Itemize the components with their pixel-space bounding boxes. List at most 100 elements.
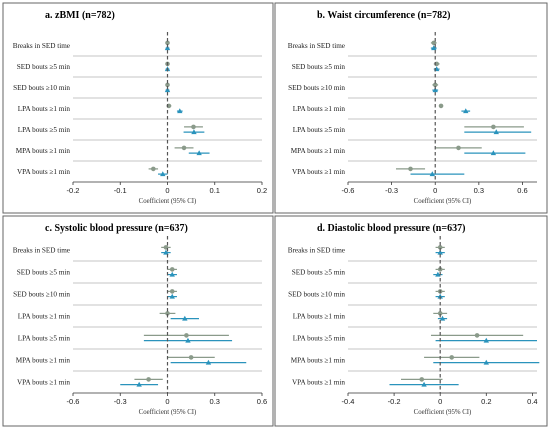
x-tick-label: -0.2 xyxy=(67,186,80,195)
panel-frame xyxy=(274,2,548,214)
x-tick-label: 0.2 xyxy=(481,397,491,406)
y-category-label: SED bouts ≥5 min xyxy=(17,63,71,71)
estimate-point xyxy=(169,271,175,277)
y-category-label: SED bouts ≥5 min xyxy=(292,269,346,277)
panel-title: a. zBMI (n=782) xyxy=(45,10,115,21)
estimate-point xyxy=(419,377,425,382)
estimate-point xyxy=(490,150,497,156)
x-tick-label: 0.4 xyxy=(527,397,537,406)
y-category-label: MPA bouts ≥1 min xyxy=(291,147,346,155)
estimate-point xyxy=(437,311,443,316)
x-tick-label: 0.2 xyxy=(257,186,267,195)
y-category-label: MPA bouts ≥1 min xyxy=(16,147,71,155)
y-category-label: VPA bouts ≥1 min xyxy=(292,379,345,387)
y-category-label: LPA bouts ≥5 min xyxy=(18,126,71,134)
x-tick-label: -0.4 xyxy=(342,397,355,406)
estimate-point xyxy=(151,166,156,172)
estimate-point xyxy=(165,82,170,88)
x-tick-label: 0 xyxy=(165,397,169,406)
y-category-label: Breaks in SED time xyxy=(13,42,70,50)
estimate-point xyxy=(196,150,202,156)
x-tick-label: 0 xyxy=(433,186,437,195)
panel-title: d. Diastolic blood pressure (n=637) xyxy=(317,223,465,234)
estimate-point xyxy=(146,377,151,382)
panel-b: b. Waist circumference (n=782) -0.6 -0.3 0 0… xyxy=(274,2,548,214)
panel-frame xyxy=(2,2,274,214)
estimate-point xyxy=(474,333,480,338)
y-category-label: LPA bouts ≥1 min xyxy=(18,313,71,321)
x-axis-label: Coefficient (95% CI) xyxy=(414,409,472,416)
estimate-point xyxy=(164,87,171,93)
panel-title: b. Waist circumference (n=782) xyxy=(317,10,450,21)
panel-a: a. zBMI (n=782) -0.2 -0.1 0 0.1 0.2 Coefficien… xyxy=(2,2,274,214)
y-category-label: SED bouts ≥5 min xyxy=(17,269,71,277)
y-category-label: SED bouts ≥10 min xyxy=(13,84,70,92)
estimate-point xyxy=(191,124,196,130)
estimate-point xyxy=(438,103,444,109)
estimate-point xyxy=(493,129,499,135)
estimate-point xyxy=(165,40,170,46)
y-category-label: LPA bouts ≥1 min xyxy=(293,313,346,321)
y-category-label: Breaks in SED time xyxy=(13,247,70,255)
estimate-point xyxy=(188,355,194,360)
x-tick-label: -0.6 xyxy=(67,397,80,406)
estimate-point xyxy=(169,293,175,299)
estimate-point xyxy=(165,311,170,316)
estimate-point xyxy=(136,381,142,387)
y-category-label: LPA bouts ≥1 min xyxy=(18,105,71,113)
y-category-label: Breaks in SED time xyxy=(288,247,345,255)
x-axis-label: Coefficient (95% CI) xyxy=(139,198,197,205)
y-category-label: LPA bouts ≥5 min xyxy=(18,335,71,343)
estimate-point xyxy=(483,359,489,365)
estimate-point xyxy=(205,359,212,365)
estimate-point xyxy=(160,171,166,177)
y-category-label: SED bouts ≥10 min xyxy=(288,291,345,299)
x-axis-label: Coefficient (95% CI) xyxy=(139,409,197,416)
estimate-point xyxy=(432,87,438,93)
y-category-label: LPA bouts ≥5 min xyxy=(293,335,346,343)
y-category-label: VPA bouts ≥1 min xyxy=(17,168,70,176)
x-tick-label: 0.1 xyxy=(210,186,220,195)
estimate-point xyxy=(191,129,197,135)
panel-d: d. Diastolic blood pressure (n=637) -0.4 -… xyxy=(274,215,548,427)
estimate-point xyxy=(437,249,443,255)
panel-title: c. Systolic blood pressure (n=637) xyxy=(45,223,188,234)
estimate-point xyxy=(408,166,413,172)
y-category-label: MPA bouts ≥1 min xyxy=(16,357,71,365)
x-tick-label: -0.6 xyxy=(342,186,355,195)
estimate-point xyxy=(435,271,441,277)
estimate-point xyxy=(429,171,436,177)
estimate-point xyxy=(185,337,191,343)
estimate-point xyxy=(439,315,446,321)
estimate-point xyxy=(177,108,183,114)
y-category-label: LPA bouts ≥5 min xyxy=(293,126,346,134)
y-category-label: Breaks in SED time xyxy=(288,42,345,50)
x-axis-label: Coefficient (95% CI) xyxy=(414,198,472,205)
estimate-point xyxy=(483,337,489,343)
x-tick-label: 0.6 xyxy=(257,397,267,406)
x-tick-label: -0.1 xyxy=(114,186,127,195)
y-category-label: SED bouts ≥5 min xyxy=(292,63,346,71)
estimate-point xyxy=(184,333,189,338)
estimate-point xyxy=(437,245,443,250)
estimate-point xyxy=(449,355,455,360)
y-category-label: SED bouts ≥10 min xyxy=(13,291,70,299)
estimate-point xyxy=(169,289,175,294)
x-tick-label: -0.3 xyxy=(385,186,398,195)
estimate-point xyxy=(432,82,438,88)
y-category-label: LPA bouts ≥1 min xyxy=(293,105,346,113)
estimate-point xyxy=(463,108,469,114)
x-tick-label: -0.3 xyxy=(114,397,127,406)
x-tick-label: 0.3 xyxy=(474,186,484,195)
panel-c: c. Systolic blood pressure (n=637) -0.6 -0… xyxy=(2,215,274,427)
estimate-point xyxy=(182,315,188,321)
x-tick-label: 0 xyxy=(438,397,442,406)
y-category-label: VPA bouts ≥1 min xyxy=(292,168,345,176)
panel-frame xyxy=(274,215,548,427)
x-tick-label: -0.2 xyxy=(388,397,401,406)
y-category-label: VPA bouts ≥1 min xyxy=(17,379,70,387)
estimate-point xyxy=(181,145,187,151)
estimate-point xyxy=(164,45,171,51)
estimate-point xyxy=(491,124,496,130)
